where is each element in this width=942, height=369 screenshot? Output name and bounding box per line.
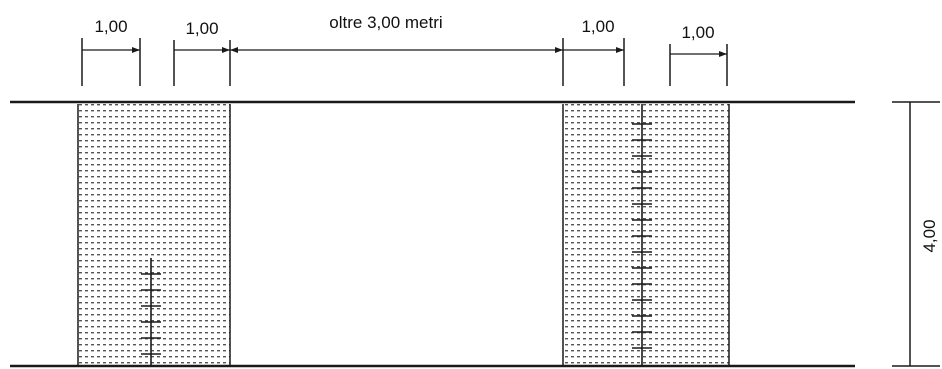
dimension-right-inner: 1,00 [563, 17, 625, 86]
right-dotted-band [562, 104, 730, 366]
dimension-label-left-outer: 1,00 [94, 17, 127, 36]
dimension-label-left-inner: 1,00 [185, 19, 218, 38]
left-dotted-band [77, 104, 231, 366]
dimension-height: 4,00 [892, 101, 940, 367]
dimension-label-height: 4,00 [920, 219, 939, 252]
dimension-label-center: oltre 3,00 metri [329, 13, 442, 32]
dimension-center: oltre 3,00 metri [230, 13, 564, 86]
dimension-left-outer: 1,00 [81, 17, 141, 86]
dimension-label-right-outer: 1,00 [681, 23, 714, 42]
dimension-right-outer: 1,00 [669, 23, 728, 86]
dimension-left-inner: 1,00 [173, 19, 231, 86]
right-tree-symbol [632, 104, 652, 366]
dimension-label-right-inner: 1,00 [581, 17, 614, 36]
left-tree-symbol [141, 258, 161, 366]
